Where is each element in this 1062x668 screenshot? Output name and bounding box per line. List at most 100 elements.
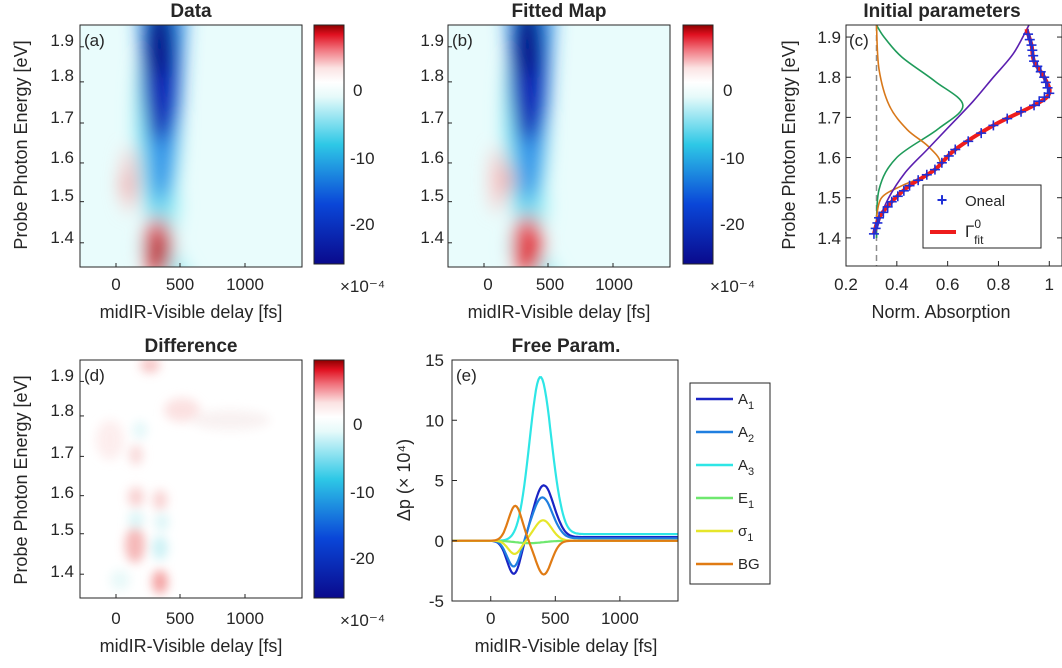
- panel-a-label: (a): [84, 31, 105, 50]
- oneal-marker: [874, 212, 885, 223]
- component-purple-curve: [875, 25, 1030, 231]
- ytick-label: 15: [425, 351, 444, 370]
- ytick-label: 1.7: [817, 108, 841, 127]
- ytick-label: 1.8: [50, 66, 74, 85]
- heatmap-d-blob: [152, 536, 168, 560]
- cbar-exponent: ×10⁻⁴: [340, 277, 385, 296]
- oneal-marker: [868, 228, 879, 239]
- heatmap-b: [490, 25, 554, 267]
- cbar-tick: -10: [720, 149, 745, 168]
- ytick-label: 1.8: [420, 66, 444, 85]
- xtick-label: 0: [111, 275, 120, 294]
- panel-b-label: (b): [452, 31, 473, 50]
- ytick-label: 1.6: [420, 148, 444, 167]
- legend-label-sigma1: σ1: [738, 523, 753, 544]
- heatmap-b-induced-core: [501, 167, 513, 193]
- ytick-label: 1.7: [50, 443, 74, 462]
- oneal-marker: [1016, 106, 1027, 117]
- heatmap-d-blob: [110, 570, 130, 590]
- oneal-marker: [943, 150, 954, 161]
- ytick-label: 1.9: [50, 366, 74, 385]
- heatmap-d-blob: [155, 513, 169, 531]
- xtick-label: 500: [166, 275, 194, 294]
- legend-fit-gamma: Γ: [965, 222, 974, 241]
- heatmap-d-blob: [152, 570, 168, 594]
- oneal-marker: [882, 201, 893, 212]
- panel-d-title: Difference: [145, 336, 238, 357]
- colorbar-d-gradient: [313, 359, 345, 599]
- oneal-marker: [1034, 96, 1045, 107]
- panel-d-yticks: 1.9 1.8 1.7 1.6 1.5 1.4: [50, 366, 74, 581]
- legend-label-sub: 1: [747, 532, 753, 544]
- oneal-marker: [870, 223, 881, 234]
- xtick-label: 0: [486, 609, 495, 628]
- panel-b-yticks: 1.9 1.8 1.7 1.6 1.5 1.4: [420, 31, 444, 247]
- panel-d-ylabel: Probe Photon Energy [eV]: [11, 375, 31, 584]
- ytick-label: -5: [429, 592, 444, 611]
- panel-c-axes: 1.9 1.8 1.7 1.6 1.5 1.4 0.2 0.4 0.6 0.8 1: [817, 28, 1062, 294]
- panel-d: Difference (d) 1.9: [11, 336, 385, 656]
- ytick-label: 1.6: [50, 483, 74, 502]
- legend-label-main: E: [738, 490, 748, 507]
- legend-label-main: A: [738, 457, 748, 474]
- heatmap-d-frame: [79, 359, 303, 599]
- heatmap-d-blob: [128, 511, 144, 529]
- oneal-marker: [1027, 45, 1038, 56]
- oneal-marker: [1039, 72, 1050, 83]
- legend-label-sub: 2: [748, 433, 754, 445]
- panel-e-ylabel: Δp (× 10⁴): [394, 439, 414, 521]
- xtick-label: 1: [1045, 275, 1054, 294]
- oneal-marker: [976, 128, 987, 139]
- heatmap-d-blob: [125, 527, 145, 563]
- xtick-label: 1000: [595, 275, 633, 294]
- xtick-label: 1000: [226, 275, 264, 294]
- ytick-label: 1.5: [50, 520, 74, 539]
- legend-label-BG: BG: [738, 556, 760, 573]
- panel-b-xticks: 0 500 1000: [483, 275, 633, 294]
- xtick-label: 0.6: [936, 275, 960, 294]
- panel-a-xlabel: midIR-Visible delay [fs]: [100, 302, 283, 322]
- heatmap-tick-marks: [80, 46, 246, 267]
- panel-c-legend: + Oneal Γ0 fit: [922, 184, 1042, 249]
- ytick-label: 1.8: [50, 401, 74, 420]
- heatmap-d-blob: [96, 420, 124, 460]
- ytick-label: 0: [435, 532, 444, 551]
- oneal-marker: [913, 175, 924, 186]
- oneal-marker: [929, 164, 940, 175]
- panel-d-xlabel: midIR-Visible delay [fs]: [100, 636, 283, 656]
- panel-e-legend-box: [689, 382, 771, 585]
- legend-label-A1: A1: [738, 391, 754, 412]
- legend-label-A3: A3: [738, 457, 754, 478]
- oneal-marker: [1002, 113, 1013, 124]
- xtick-label: 1000: [226, 609, 264, 628]
- xtick-label: 0: [111, 609, 120, 628]
- panel-d-xticks: 0 500 1000: [111, 609, 264, 628]
- xtick-label: 500: [166, 609, 194, 628]
- panel-b-title: Fitted Map: [512, 1, 607, 22]
- oneal-marker: [1044, 88, 1055, 99]
- ytick-label: 10: [425, 411, 444, 430]
- colorbar-a: 0 -10 -20 ×10⁻⁴: [313, 24, 385, 296]
- panel-e: Free Param. 15 10 5 0 -5 0 500 1000 (e) midIR-V…: [394, 336, 771, 656]
- panel-c-label: (c): [849, 31, 869, 50]
- heatmap-b-bleach-max: [516, 25, 540, 78]
- oneal-marker: [904, 180, 915, 191]
- cbar-tick: -20: [350, 215, 375, 234]
- legend-label-A2: A2: [738, 424, 754, 445]
- heatmap-a-lowE-core: [149, 232, 167, 267]
- legend-label-E1: E1: [738, 490, 754, 511]
- panel-c-frame: [845, 24, 1062, 267]
- heatmap-d-blob: [164, 398, 200, 422]
- cbar-tick: -10: [350, 149, 375, 168]
- ytick-label: 1.4: [50, 562, 74, 581]
- heatmap-d-blob: [140, 360, 160, 373]
- panel-a-ylabel: Probe Photon Energy [eV]: [11, 40, 31, 249]
- oneal-marker: [1042, 82, 1053, 93]
- heatmap-d-background: [80, 360, 302, 598]
- ytick-label: 1.8: [817, 68, 841, 87]
- cbar-tick: -20: [720, 215, 745, 234]
- legend-oneal: Oneal: [965, 193, 1005, 210]
- ytick-label: 5: [435, 472, 444, 491]
